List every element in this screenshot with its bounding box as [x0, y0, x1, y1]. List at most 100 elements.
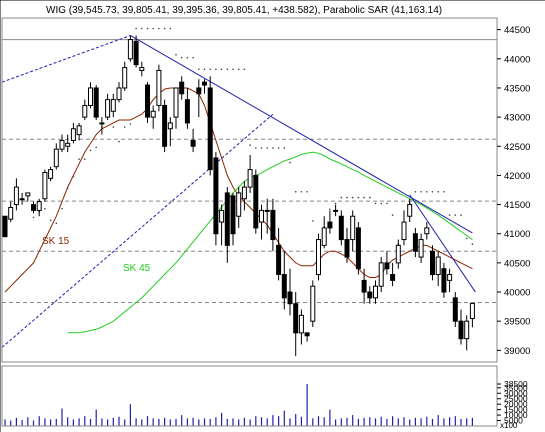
sar-dot: [78, 158, 80, 160]
trend-lines: [1, 35, 476, 348]
sar-dot: [203, 68, 206, 71]
sar-dot: [448, 214, 451, 216]
sar-dot: [180, 56, 183, 59]
sar-dot: [163, 27, 166, 30]
sar-dot: [443, 190, 445, 193]
sar-dot: [431, 190, 434, 193]
sar-dot: [437, 190, 440, 193]
candle-body: [213, 157, 219, 235]
volume-tick-label: 25000: [504, 394, 528, 404]
candle-body: [76, 125, 82, 136]
sar-dot: [243, 68, 246, 71]
sar-dot: [289, 161, 291, 164]
candle-body: [259, 209, 264, 223]
candle-body: [276, 244, 282, 276]
sar-dot: [192, 56, 194, 59]
sar-dot: [129, 123, 132, 125]
candle-body: [122, 67, 128, 89]
candle-body: [2, 215, 8, 238]
candle-body: [316, 239, 321, 276]
candle-body: [304, 332, 310, 337]
sar-dot: [215, 68, 217, 71]
sar-dot: [346, 196, 348, 199]
candle-body: [390, 274, 396, 281]
sar-dot: [266, 147, 269, 149]
volume-tick-label: 30000: [504, 388, 528, 398]
sar-dot: [260, 147, 263, 149]
candle-body: [418, 239, 424, 258]
support-dashed-trend-line: [1, 113, 274, 348]
sar-dot: [141, 27, 143, 30]
sar-dot: [283, 147, 286, 149]
sar-dot: [95, 146, 97, 149]
price-tick-label: 43000: [504, 113, 530, 124]
sar-dot: [220, 68, 223, 71]
candle-body: [384, 262, 390, 270]
candle-body: [373, 285, 378, 299]
sar-dot: [391, 214, 394, 216]
sar-dot: [312, 220, 314, 222]
candle-body: [270, 209, 276, 241]
sar-dot: [420, 190, 422, 193]
sar-dot: [465, 237, 468, 240]
candle-body: [36, 201, 42, 211]
candle-body: [105, 99, 111, 118]
candle-body: [338, 215, 344, 241]
candle-body: [464, 320, 470, 340]
chart-title: WIG (39,545.73, 39,805.41, 39,395.36, 39…: [46, 5, 442, 16]
sar-dot: [89, 149, 92, 152]
candle-body: [127, 39, 133, 60]
candle-body: [196, 87, 202, 95]
candle-body: [236, 192, 242, 217]
sar-dot: [84, 158, 86, 160]
candle-body: [65, 142, 71, 147]
price-tick-label: 44000: [504, 54, 530, 65]
sar-dot: [186, 56, 189, 59]
volume-tick-label: 20000: [504, 399, 528, 409]
candle-body: [310, 285, 316, 322]
candle-body: [53, 148, 59, 168]
candle-body: [287, 291, 293, 305]
sar-dot: [334, 202, 337, 205]
sar-dot: [158, 27, 160, 30]
sar-dot: [351, 196, 354, 199]
candle-body: [327, 221, 333, 229]
price-tick-label: 41000: [504, 229, 530, 240]
candle-body: [150, 110, 156, 118]
sar-dot: [226, 68, 229, 71]
resistance-trend-line: [130, 35, 473, 234]
sar-dot: [277, 147, 280, 149]
price-tick-label: 44500: [504, 25, 530, 36]
candle-body: [116, 87, 122, 101]
candle-body: [293, 303, 299, 334]
candles: [2, 35, 475, 357]
candle-body: [412, 233, 418, 252]
price-tick-label: 42500: [504, 142, 530, 153]
candle-body: [333, 209, 339, 212]
sar-dot: [426, 190, 428, 193]
candle-body: [298, 314, 304, 334]
sar-dot: [169, 27, 172, 30]
candle-body: [31, 204, 36, 211]
candle-body: [8, 206, 14, 220]
price-panel-border: [1, 17, 498, 363]
volume-tick-label: 5000: [504, 416, 523, 426]
candle-body: [88, 87, 93, 106]
candle-body: [367, 291, 373, 299]
candle-body: [469, 302, 475, 320]
candle-body: [264, 209, 270, 212]
candle-body: [361, 279, 367, 293]
sar-dot: [61, 207, 63, 210]
candle-body: [230, 195, 236, 235]
sar-dot: [306, 190, 308, 193]
candle-body: [447, 274, 453, 281]
sar-dot: [175, 53, 177, 56]
candle-body: [355, 227, 361, 270]
reference-lines: [2, 39, 497, 304]
price-tick-label: 43500: [504, 83, 530, 94]
candle-body: [321, 227, 327, 246]
short-trend-line: [409, 194, 476, 293]
sar-dot: [232, 68, 234, 71]
